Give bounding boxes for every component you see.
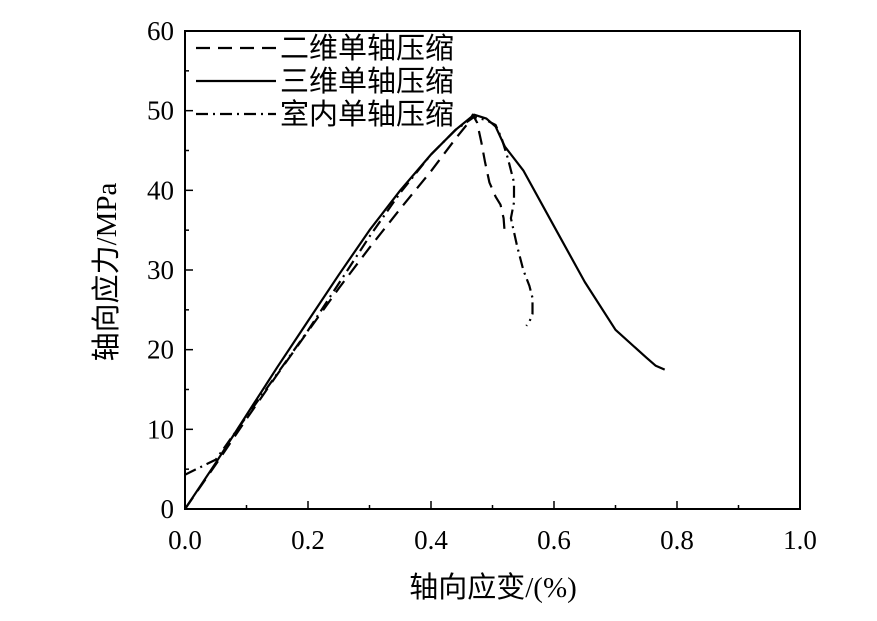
legend-label-1: 二维单轴压缩	[280, 32, 454, 65]
series-lines	[184, 113, 666, 510]
y-tick-label: 10	[147, 414, 174, 444]
x-tick-label: 0.4	[414, 525, 448, 555]
y-tick-label: 60	[147, 16, 174, 46]
legend-label-3: 室内单轴压缩	[280, 98, 454, 131]
y-tick-label: 30	[147, 255, 174, 285]
x-tick-label: 0.0	[168, 525, 202, 555]
y-tick-label: 20	[147, 335, 174, 365]
x-tick-label: 1.0	[783, 525, 817, 555]
y-axis-title: 轴向应力/MPa	[90, 182, 123, 361]
x-axis-title: 轴向应变/(%)	[409, 571, 577, 604]
series-line-3	[184, 115, 534, 476]
y-tick-label: 0	[161, 494, 175, 524]
plot-frame	[184, 30, 801, 510]
x-tick-label: 0.6	[537, 525, 571, 555]
y-tick-label: 40	[147, 175, 174, 205]
x-tick-label: 0.2	[291, 525, 325, 555]
legend-label-2: 三维单轴压缩	[280, 65, 454, 98]
series-line-1	[184, 113, 506, 510]
x-tick-label: 0.8	[660, 525, 694, 555]
y-tick-label: 50	[147, 96, 174, 126]
axes: 0.0 0.2 0.4 0.6 0.8 1.0 0 10 20 30 40 50 60	[147, 16, 817, 555]
series-line-2	[184, 113, 666, 510]
